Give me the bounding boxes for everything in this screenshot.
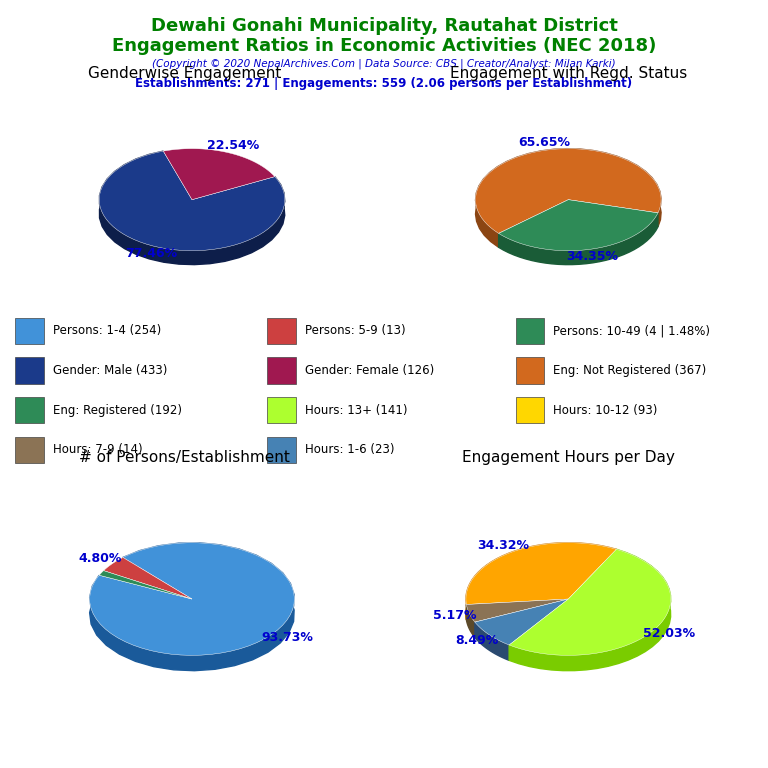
Text: Genderwise Engagement: Genderwise Engagement xyxy=(88,65,281,81)
Text: Engagement Ratios in Economic Activities (NEC 2018): Engagement Ratios in Economic Activities… xyxy=(112,37,656,55)
Polygon shape xyxy=(100,151,285,265)
Polygon shape xyxy=(466,543,617,604)
Text: 34.35%: 34.35% xyxy=(567,250,619,263)
FancyBboxPatch shape xyxy=(267,318,296,344)
Text: # of Persons/Establishment: # of Persons/Establishment xyxy=(79,449,290,465)
Text: Hours: 7-9 (14): Hours: 7-9 (14) xyxy=(53,443,142,456)
Polygon shape xyxy=(475,149,661,233)
Polygon shape xyxy=(498,213,658,265)
Text: 22.54%: 22.54% xyxy=(207,139,259,152)
Text: Engagement with Regd. Status: Engagement with Regd. Status xyxy=(450,65,687,81)
Polygon shape xyxy=(164,149,275,200)
FancyBboxPatch shape xyxy=(15,436,44,463)
Polygon shape xyxy=(99,151,285,250)
Polygon shape xyxy=(509,549,670,655)
FancyBboxPatch shape xyxy=(15,397,44,423)
Text: Gender: Female (126): Gender: Female (126) xyxy=(305,364,434,377)
FancyBboxPatch shape xyxy=(516,318,545,344)
Polygon shape xyxy=(90,543,294,655)
Text: 8.49%: 8.49% xyxy=(455,634,499,647)
Polygon shape xyxy=(466,604,475,637)
Text: Engagement Hours per Day: Engagement Hours per Day xyxy=(462,449,675,465)
Polygon shape xyxy=(498,200,658,250)
Polygon shape xyxy=(466,599,568,622)
Text: Eng: Registered (192): Eng: Registered (192) xyxy=(53,404,182,416)
Polygon shape xyxy=(104,558,192,599)
FancyBboxPatch shape xyxy=(15,357,44,384)
Polygon shape xyxy=(475,149,661,247)
Text: 93.73%: 93.73% xyxy=(261,631,313,644)
Text: 65.65%: 65.65% xyxy=(518,136,570,149)
Text: 77.46%: 77.46% xyxy=(125,247,177,260)
FancyBboxPatch shape xyxy=(516,357,545,384)
Text: Hours: 1-6 (23): Hours: 1-6 (23) xyxy=(305,443,395,456)
Text: Eng: Not Registered (367): Eng: Not Registered (367) xyxy=(553,364,707,377)
Text: Persons: 1-4 (254): Persons: 1-4 (254) xyxy=(53,324,161,337)
Text: (Copyright © 2020 NepalArchives.Com | Data Source: CBS | Creator/Analyst: Milan : (Copyright © 2020 NepalArchives.Com | Da… xyxy=(152,58,616,69)
Text: 4.80%: 4.80% xyxy=(78,552,122,564)
Text: Hours: 13+ (141): Hours: 13+ (141) xyxy=(305,404,408,416)
Text: 52.03%: 52.03% xyxy=(643,627,694,640)
Text: 34.32%: 34.32% xyxy=(477,538,529,551)
Polygon shape xyxy=(475,599,568,645)
FancyBboxPatch shape xyxy=(15,318,44,344)
FancyBboxPatch shape xyxy=(267,397,296,423)
Text: Persons: 10-49 (4 | 1.48%): Persons: 10-49 (4 | 1.48%) xyxy=(553,324,710,337)
Polygon shape xyxy=(466,543,617,620)
Text: Persons: 5-9 (13): Persons: 5-9 (13) xyxy=(305,324,406,337)
Text: Gender: Male (433): Gender: Male (433) xyxy=(53,364,167,377)
FancyBboxPatch shape xyxy=(516,397,545,423)
Polygon shape xyxy=(475,622,509,660)
Text: Hours: 10-12 (93): Hours: 10-12 (93) xyxy=(553,404,657,416)
Polygon shape xyxy=(99,571,192,599)
Polygon shape xyxy=(509,549,670,670)
FancyBboxPatch shape xyxy=(267,436,296,463)
Polygon shape xyxy=(90,543,294,670)
Text: 5.17%: 5.17% xyxy=(432,609,476,622)
Text: Establishments: 271 | Engagements: 559 (2.06 persons per Establishment): Establishments: 271 | Engagements: 559 (… xyxy=(135,77,633,90)
Text: Dewahi Gonahi Municipality, Rautahat District: Dewahi Gonahi Municipality, Rautahat Dis… xyxy=(151,17,617,35)
FancyBboxPatch shape xyxy=(267,357,296,384)
